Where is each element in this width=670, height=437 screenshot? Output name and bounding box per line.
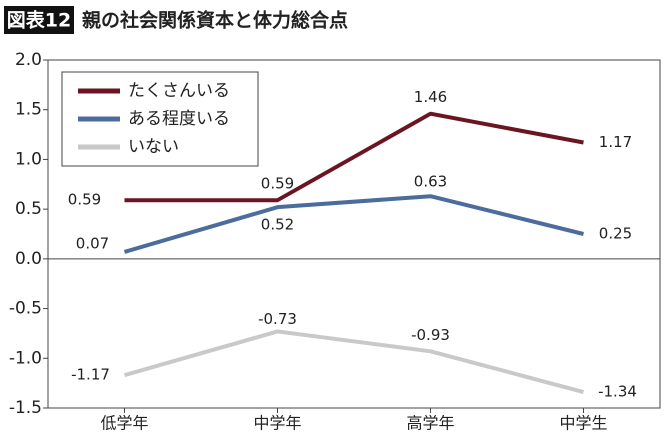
y-tick-label: -1.5 [9,398,42,418]
data-label: 0.52 [261,216,294,234]
data-label: 0.59 [68,191,101,209]
figure-label-box [4,6,74,34]
x-tick-label: 高学年 [406,414,454,433]
data-label: 1.17 [599,133,632,151]
x-tick-label: 中学年 [253,414,301,433]
series-line [123,194,584,254]
y-tick-label: 2.0 [15,50,42,70]
legend-label: いない [128,137,179,157]
data-label: -0.73 [258,310,297,328]
y-tick-label: 0.5 [15,199,42,219]
series-line [124,111,584,203]
data-label: 1.46 [414,88,447,106]
legend-label: たくさんいる [128,81,230,101]
y-tick-label: -0.5 [9,299,42,319]
data-label: 0.59 [261,175,294,193]
data-label: -1.34 [598,383,637,401]
data-label: 0.25 [599,225,632,243]
x-tick-label: 中学生 [559,414,607,433]
data-label: -1.17 [71,366,110,384]
data-label: 0.63 [414,173,447,191]
y-tick-label: -1.0 [9,348,42,368]
y-tick-label: 1.0 [15,149,42,169]
legend-label: ある程度いる [128,109,230,129]
x-tick-label: 低学年 [100,414,148,433]
y-tick-label: 1.5 [15,100,42,120]
plot-frame [47,59,661,409]
chart-title: 親の社会関係資本と体力総合点 [82,9,348,32]
y-tick-label: 0.0 [15,249,42,269]
figure-label: 図表12 [7,9,71,32]
data-label: -0.93 [411,326,450,344]
data-label: 0.07 [76,234,109,252]
series-line [123,329,585,395]
